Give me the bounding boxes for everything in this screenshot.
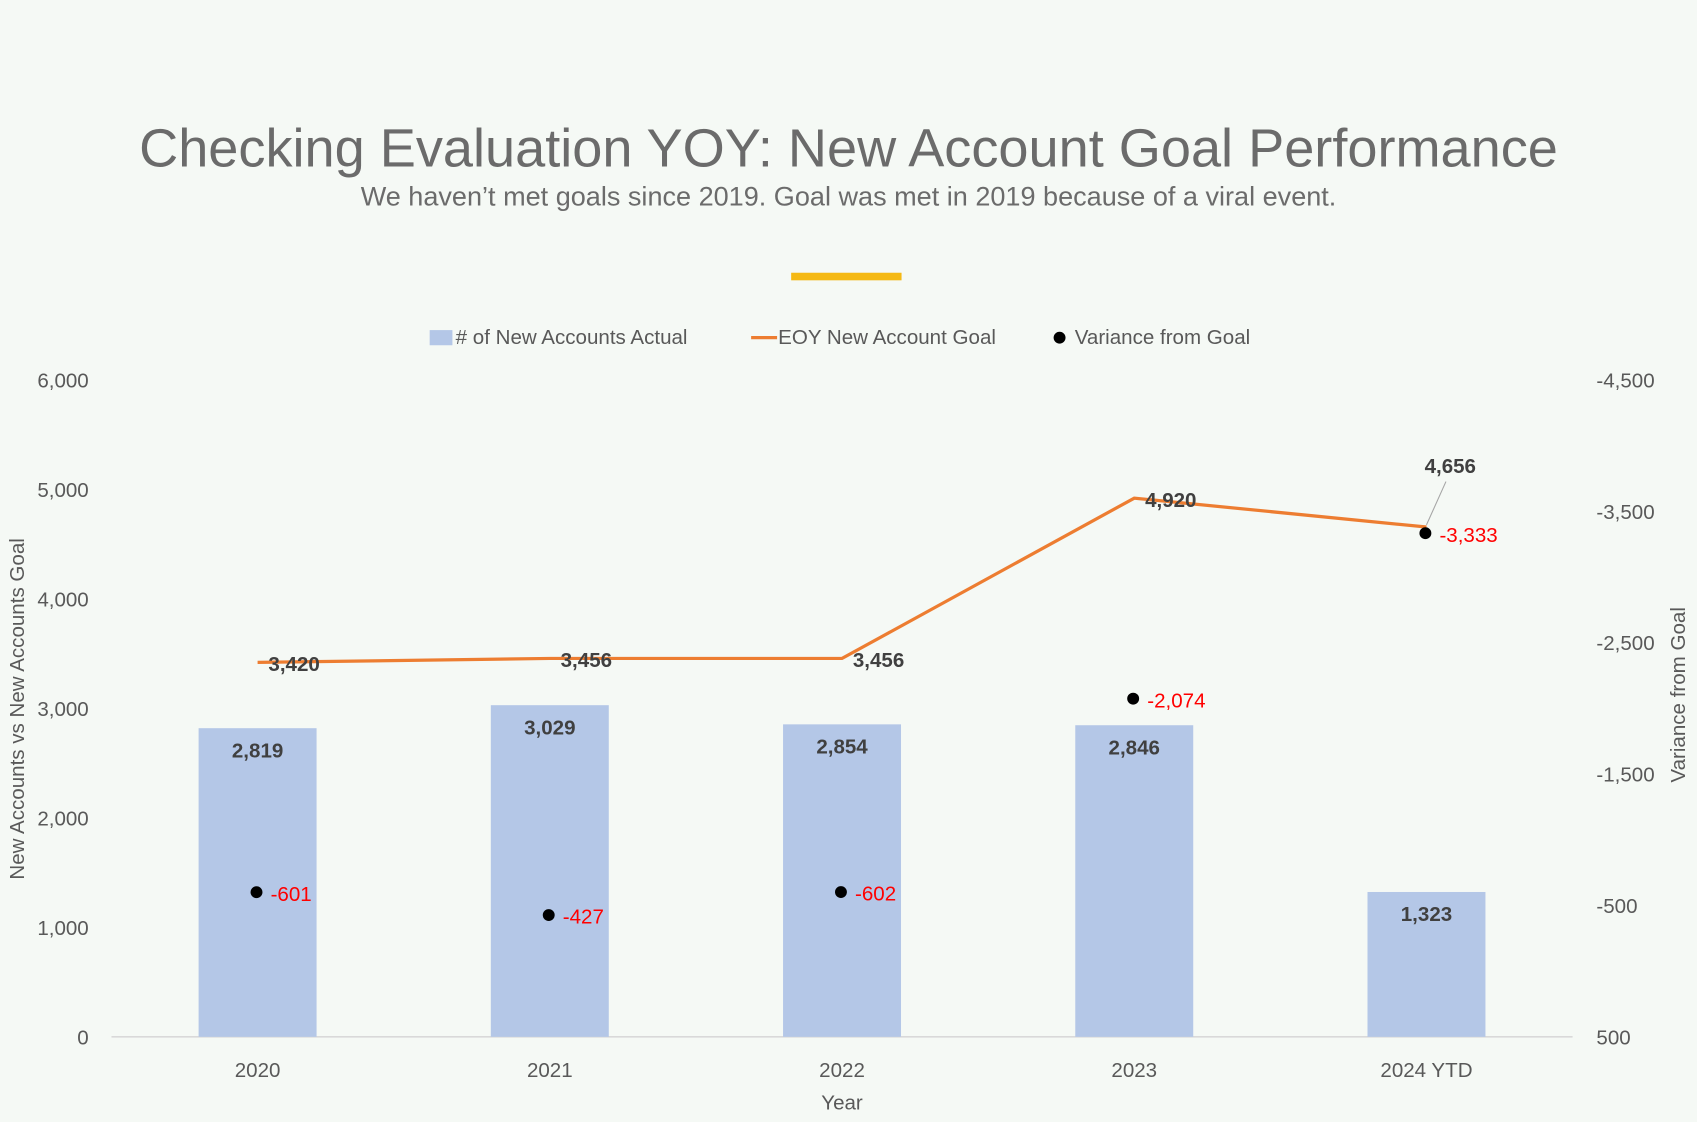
- legend-label-variance: Variance from Goal: [1075, 326, 1250, 349]
- variance-data-label: -601: [271, 883, 312, 906]
- bar-actual: [1367, 891, 1486, 1037]
- y2-tick-label: -3,500: [1596, 501, 1654, 524]
- chart-subtitle: We haven’t met goals since 2019. Goal wa…: [360, 181, 1337, 213]
- y-tick-label: 2,000: [37, 807, 88, 830]
- y-tick-label: 0: [77, 1026, 88, 1049]
- legend-label-goal: EOY New Account Goal: [778, 326, 996, 349]
- bar-actual: [198, 728, 317, 1037]
- x-tick-label: 2023: [1111, 1059, 1157, 1082]
- goal-data-label: 3,456: [853, 649, 904, 672]
- variance-data-label: -3,333: [1439, 524, 1497, 547]
- bar-actual: [783, 724, 902, 1037]
- variance-point: [834, 886, 847, 899]
- legend-swatch-variance: [1053, 331, 1066, 344]
- x-tick-label: 2020: [235, 1059, 281, 1082]
- variance-data-label: -427: [563, 906, 604, 929]
- bar-actual: [1075, 725, 1194, 1037]
- variance-point: [250, 886, 263, 899]
- y-axis-title: New Accounts vs New Accounts Goal: [6, 538, 29, 879]
- bar-actual: [490, 705, 609, 1037]
- y-tick-label: 4,000: [37, 588, 88, 611]
- goal-line: [257, 496, 1427, 665]
- variance-data-label: -602: [855, 883, 896, 906]
- bar-data-label: 2,819: [232, 739, 283, 762]
- legend-label-actual: # of New Accounts Actual: [456, 326, 688, 349]
- y2-tick-label: -1,500: [1596, 764, 1654, 787]
- y2-tick-label: -2,500: [1596, 632, 1654, 655]
- x-tick-label: 2024 YTD: [1380, 1059, 1472, 1082]
- bar-data-label: 2,846: [1109, 736, 1160, 759]
- y2-tick-label: -500: [1596, 895, 1637, 918]
- legend-swatch-actual: [429, 330, 453, 346]
- accent-bar: [791, 272, 902, 281]
- y2-tick-label: 500: [1596, 1026, 1630, 1049]
- y2-tick-label: -4,500: [1596, 369, 1654, 392]
- goal-data-label: 3,456: [561, 649, 612, 672]
- chart-title: Checking Evaluation YOY: New Account Goa…: [139, 117, 1558, 179]
- goal-data-label: 4,656: [1425, 455, 1476, 478]
- y-tick-label: 3,000: [37, 698, 88, 721]
- variance-point: [542, 909, 555, 921]
- x-tick-label: 2021: [527, 1059, 573, 1082]
- bar-data-label: 1,323: [1401, 903, 1452, 926]
- y2-axis-title: Variance from Goal: [1667, 607, 1690, 782]
- y-tick-label: 6,000: [37, 369, 88, 392]
- goal-data-label: 3,420: [268, 653, 319, 676]
- y-tick-label: 1,000: [37, 917, 88, 940]
- goal-data-label: 4,920: [1145, 489, 1196, 512]
- leader-line: [1425, 481, 1447, 526]
- variance-data-label: -2,074: [1147, 689, 1205, 712]
- x-tick-label: 2022: [819, 1059, 865, 1082]
- variance-point: [1419, 527, 1432, 540]
- bar-data-label: 2,854: [816, 736, 868, 759]
- bar-data-label: 3,029: [524, 716, 575, 739]
- x-axis-title: Year: [821, 1091, 863, 1114]
- y-tick-label: 5,000: [37, 479, 88, 502]
- variance-point: [1127, 692, 1140, 705]
